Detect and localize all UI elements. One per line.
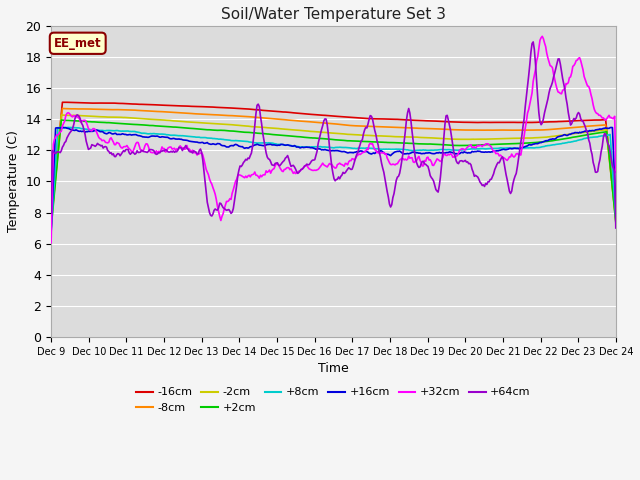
Line: +2cm: +2cm [51,120,616,228]
+8cm [47,229,55,235]
Legend: -16cm, -8cm, -2cm, +2cm, +8cm, +16cm, +32cm, +64cm: -16cm, -8cm, -2cm, +2cm, +8cm, +16cm, +3… [132,383,535,418]
-8cm [600,122,607,128]
Line: +64cm: +64cm [51,42,616,228]
-16cm [385,116,392,122]
X-axis label: Time: Time [318,362,349,375]
Title: Soil/Water Temperature Set 3: Soil/Water Temperature Set 3 [221,7,446,22]
+32cm [600,115,607,121]
-16cm [47,217,55,223]
-16cm [612,215,620,220]
+64cm [510,177,518,182]
+32cm [538,34,546,39]
+64cm [316,136,323,142]
-16cm [317,112,324,118]
Line: +32cm: +32cm [51,36,616,243]
-2cm [317,129,324,135]
+32cm [612,169,620,175]
+8cm [317,144,324,149]
Text: EE_met: EE_met [54,37,102,50]
+64cm [383,189,391,194]
-16cm [511,120,519,125]
+16cm [316,146,323,152]
-2cm [354,132,362,138]
+32cm [47,240,55,246]
-2cm [612,218,620,224]
+32cm [316,165,323,171]
-2cm [320,130,328,135]
+2cm [58,117,65,123]
-8cm [47,220,55,226]
-16cm [60,99,67,105]
+2cm [47,226,55,231]
Line: -2cm: -2cm [51,115,616,226]
+64cm [529,39,537,45]
+2cm [385,140,392,145]
Line: -16cm: -16cm [51,102,616,220]
-8cm [59,106,67,111]
-2cm [511,135,519,141]
+64cm [353,152,360,157]
+8cm [354,145,362,151]
+8cm [320,144,328,150]
+16cm [47,229,55,235]
+16cm [383,151,391,157]
-8cm [354,123,362,129]
Line: +8cm: +8cm [51,127,616,232]
-8cm [612,217,620,223]
+8cm [64,124,72,130]
-8cm [317,120,324,126]
-16cm [354,115,362,121]
+32cm [510,154,518,160]
+16cm [319,147,326,153]
+8cm [385,146,392,152]
+2cm [354,138,362,144]
+32cm [353,153,360,159]
+64cm [600,135,607,141]
-16cm [320,112,328,118]
+2cm [320,136,328,142]
Line: +16cm: +16cm [51,128,616,232]
-8cm [511,127,519,133]
+2cm [317,136,324,142]
+16cm [353,149,360,155]
+2cm [600,129,607,135]
+16cm [607,125,615,131]
+64cm [612,225,620,231]
+16cm [510,145,518,151]
-8cm [385,124,392,130]
-2cm [58,112,65,118]
-8cm [320,120,328,126]
+8cm [600,133,607,139]
Line: -8cm: -8cm [51,108,616,223]
-16cm [600,117,607,123]
+32cm [319,160,326,166]
-2cm [600,127,607,133]
+2cm [612,220,620,226]
+8cm [511,145,519,151]
+32cm [383,155,391,161]
+16cm [612,203,620,209]
-2cm [47,223,55,229]
Y-axis label: Temperature (C): Temperature (C) [7,131,20,232]
+16cm [598,126,606,132]
+8cm [612,216,620,222]
+2cm [511,141,519,146]
-2cm [385,133,392,139]
+64cm [47,210,55,216]
+64cm [319,123,326,129]
